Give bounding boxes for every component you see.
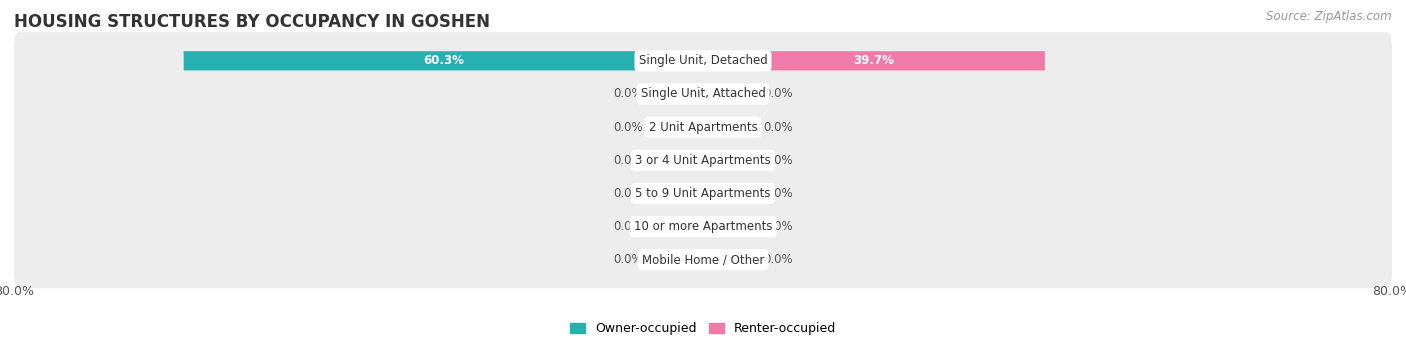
Text: 2 Unit Apartments: 2 Unit Apartments: [648, 121, 758, 134]
Text: 0.0%: 0.0%: [763, 154, 793, 167]
FancyBboxPatch shape: [14, 32, 1392, 89]
FancyBboxPatch shape: [703, 151, 751, 170]
FancyBboxPatch shape: [14, 165, 1392, 222]
Text: 10 or more Apartments: 10 or more Apartments: [634, 220, 772, 233]
Text: 0.0%: 0.0%: [613, 187, 643, 200]
Text: HOUSING STRUCTURES BY OCCUPANCY IN GOSHEN: HOUSING STRUCTURES BY OCCUPANCY IN GOSHE…: [14, 13, 491, 31]
Legend: Owner-occupied, Renter-occupied: Owner-occupied, Renter-occupied: [565, 317, 841, 340]
Text: 0.0%: 0.0%: [763, 187, 793, 200]
Text: Source: ZipAtlas.com: Source: ZipAtlas.com: [1267, 10, 1392, 23]
FancyBboxPatch shape: [703, 184, 751, 203]
FancyBboxPatch shape: [655, 184, 703, 203]
FancyBboxPatch shape: [14, 198, 1392, 255]
Text: 0.0%: 0.0%: [613, 253, 643, 266]
Text: 0.0%: 0.0%: [763, 121, 793, 134]
FancyBboxPatch shape: [703, 250, 751, 269]
FancyBboxPatch shape: [703, 118, 751, 137]
Text: 3 or 4 Unit Apartments: 3 or 4 Unit Apartments: [636, 154, 770, 167]
FancyBboxPatch shape: [655, 84, 703, 104]
Text: 39.7%: 39.7%: [853, 54, 894, 67]
FancyBboxPatch shape: [655, 217, 703, 236]
FancyBboxPatch shape: [703, 84, 751, 104]
Text: 0.0%: 0.0%: [763, 87, 793, 101]
Text: 0.0%: 0.0%: [613, 121, 643, 134]
Text: Single Unit, Detached: Single Unit, Detached: [638, 54, 768, 67]
FancyBboxPatch shape: [14, 65, 1392, 122]
Text: 60.3%: 60.3%: [423, 54, 464, 67]
FancyBboxPatch shape: [655, 118, 703, 137]
Text: 0.0%: 0.0%: [613, 154, 643, 167]
FancyBboxPatch shape: [703, 217, 751, 236]
Text: Mobile Home / Other: Mobile Home / Other: [641, 253, 765, 266]
FancyBboxPatch shape: [14, 231, 1392, 288]
FancyBboxPatch shape: [14, 99, 1392, 155]
Text: 5 to 9 Unit Apartments: 5 to 9 Unit Apartments: [636, 187, 770, 200]
FancyBboxPatch shape: [14, 132, 1392, 189]
Text: Single Unit, Attached: Single Unit, Attached: [641, 87, 765, 101]
Text: 0.0%: 0.0%: [613, 87, 643, 101]
Text: 0.0%: 0.0%: [763, 253, 793, 266]
FancyBboxPatch shape: [184, 51, 703, 71]
Text: 0.0%: 0.0%: [613, 220, 643, 233]
FancyBboxPatch shape: [703, 51, 1045, 71]
FancyBboxPatch shape: [655, 151, 703, 170]
Text: 0.0%: 0.0%: [763, 220, 793, 233]
FancyBboxPatch shape: [655, 250, 703, 269]
